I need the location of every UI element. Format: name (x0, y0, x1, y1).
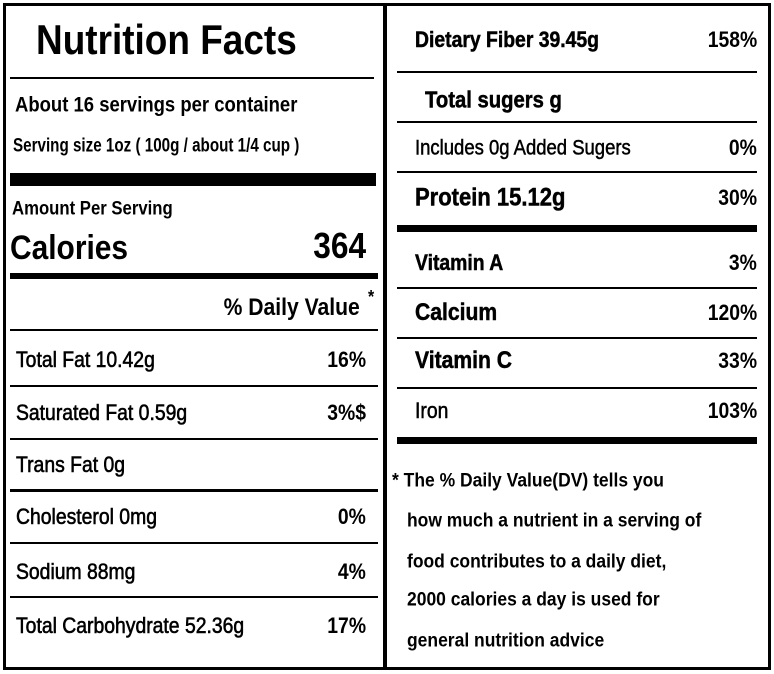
rule (397, 121, 757, 123)
rule (397, 287, 757, 289)
rule (10, 596, 378, 598)
nutrient-label: Cholesterol 0mg (16, 504, 157, 529)
border-bottom (3, 667, 771, 670)
daily-value: 0% (338, 504, 366, 529)
border-right (768, 3, 771, 670)
rule (10, 438, 378, 440)
daily-value: 30% (718, 185, 757, 210)
thick-rule (397, 437, 757, 444)
footnote-line: * The % Daily Value(DV) tells you (392, 470, 665, 492)
nutrient-label: Sodium 88mg (16, 559, 136, 584)
daily-value: 120% (707, 300, 757, 325)
daily-value: 0% (729, 135, 757, 160)
border-top (3, 3, 771, 6)
daily-value: 17% (327, 613, 366, 638)
daily-value: 103% (707, 398, 757, 423)
amount-per-serving: Amount Per Serving (12, 198, 173, 220)
servings: About 16 servings per container (15, 93, 298, 117)
nutrient-label: Protein 15.12g (415, 183, 566, 212)
rule (397, 171, 757, 173)
nutrient-label: Total Carbohydrate 52.36g (16, 613, 245, 638)
thick-rule (397, 225, 757, 232)
rule (10, 489, 378, 492)
daily-value-header: % Daily Value (223, 294, 360, 321)
rule (10, 542, 378, 544)
daily-value: 4% (338, 559, 366, 584)
nutrient-label: Includes 0g Added Sugers (415, 136, 631, 160)
footnote-line: how much a nutrient in a serving of (407, 510, 702, 532)
title: Nutrition Facts (36, 16, 297, 63)
calories-value: 364 (313, 225, 366, 266)
rule (397, 337, 757, 339)
thick-rule (10, 273, 378, 279)
daily-value: 33% (718, 348, 757, 373)
nutrient-label: Dietary Fiber 39.45g (415, 27, 600, 52)
calories-label: Calories (10, 229, 129, 267)
rule (397, 387, 757, 389)
daily-value-asterisk: * (368, 287, 375, 307)
daily-value: 158% (707, 27, 757, 52)
rule (10, 385, 378, 387)
daily-value: 3%$ (327, 400, 366, 425)
nutrient-label: Vitamin C (415, 347, 513, 374)
rule (397, 71, 757, 73)
rule (10, 77, 374, 79)
footnote-line: general nutrition advice (407, 630, 605, 652)
footnote-line: food contributes to a daily diet, (407, 551, 667, 573)
thick-rule (10, 173, 376, 186)
nutrient-label: Saturated Fat 0.59g (16, 400, 188, 425)
nutrient-label: Iron (415, 398, 449, 423)
nutrient-label: Total Fat 10.42g (16, 347, 155, 372)
footnote-line: 2000 calories a day is used for (407, 589, 660, 611)
daily-value: 3% (729, 250, 757, 275)
daily-value: 16% (327, 347, 366, 372)
nutrient-label: Total sugers g (425, 86, 562, 113)
column-divider (383, 3, 387, 670)
border-left (3, 3, 6, 670)
nutrient-label: Vitamin A (415, 250, 504, 275)
nutrient-label: Trans Fat 0g (16, 452, 126, 477)
nutrient-label: Calcium (415, 299, 498, 326)
serving-size: Serving size 1oz ( 100g / about 1/4 cup … (13, 135, 300, 157)
rule (10, 329, 378, 331)
